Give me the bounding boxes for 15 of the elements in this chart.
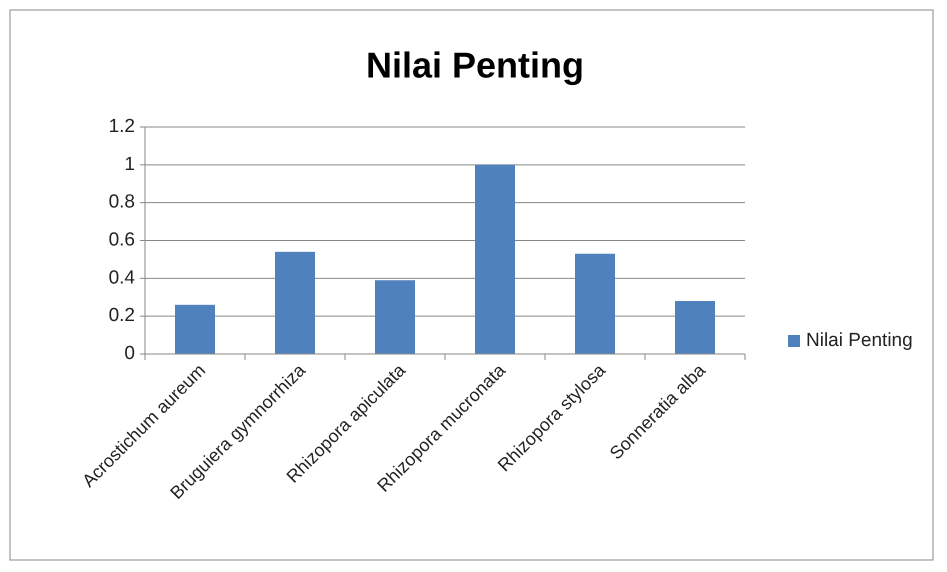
y-tick-label: 0.6 — [108, 230, 135, 251]
y-tick-label: 0 — [124, 343, 135, 364]
bar — [675, 301, 715, 354]
bar — [475, 164, 515, 354]
legend-label: Nilai Penting — [806, 330, 913, 352]
bar — [375, 280, 415, 354]
y-tick-label: 1.2 — [108, 116, 135, 138]
chart-title: Nilai Penting — [366, 44, 584, 86]
y-tick-label: 0.4 — [108, 267, 136, 288]
bar — [575, 254, 615, 354]
y-tick-label: 0.8 — [108, 192, 135, 213]
bar — [275, 252, 315, 354]
y-tick-label: 0.2 — [108, 305, 135, 326]
bar — [175, 304, 215, 354]
y-tick-label: 1 — [124, 154, 135, 175]
